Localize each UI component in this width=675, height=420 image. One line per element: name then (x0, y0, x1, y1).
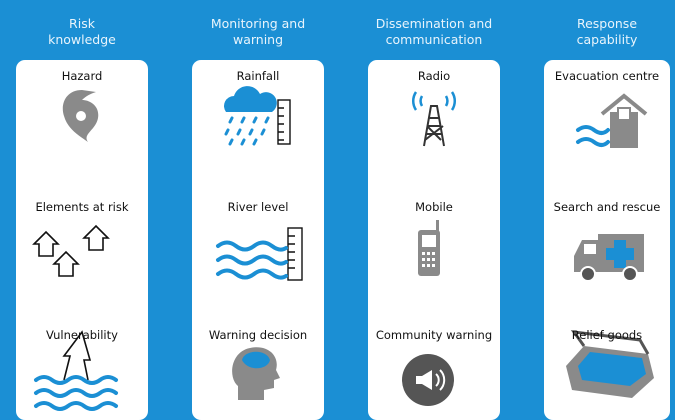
column-header: Response capability (532, 16, 675, 48)
community-warning-icon (402, 354, 454, 406)
header-line: knowledge (48, 32, 116, 47)
card: Radio Mobile Community warning (368, 60, 500, 420)
icons (566, 93, 654, 398)
header-line: Risk (69, 16, 95, 31)
item-label: Rainfall (236, 69, 280, 83)
head-icon (232, 347, 280, 400)
item-label: Vulnerability (46, 328, 118, 342)
item-label: Search and rescue (553, 200, 661, 214)
header-line: communication (385, 32, 483, 47)
item-label: Warning decision (208, 328, 308, 342)
item-label: Evacuation centre (554, 69, 660, 83)
column-header: Dissemination and communication (359, 16, 509, 48)
houses-icon (32, 224, 110, 277)
mobile-icon (418, 220, 440, 276)
radio-icon (411, 91, 457, 147)
item-label: Elements at risk (35, 200, 129, 214)
column-header: Risk knowledge (7, 16, 157, 48)
header-line: Response (576, 16, 638, 31)
relief-goods-icon (566, 330, 654, 398)
card: Evacuation centre Search and rescue Reli… (544, 60, 670, 420)
evacuation-centre-icon (576, 93, 648, 148)
vulnerability-icon (34, 330, 118, 411)
icons (402, 91, 457, 406)
header-line: warning (232, 32, 284, 47)
item-label: Hazard (61, 69, 103, 83)
item-label: Community warning (375, 328, 493, 342)
item-label: River level (227, 200, 289, 214)
icons (216, 86, 303, 400)
header-line: Monitoring and (210, 16, 306, 31)
card: Hazard Elements at risk Vulnerability (16, 60, 148, 420)
rainfall-icon (224, 86, 291, 146)
icons (32, 90, 118, 411)
item-label: Relief goods (571, 328, 643, 342)
card: Rainfall River level Warning decision (192, 60, 324, 420)
item-label: Mobile (415, 200, 453, 214)
header-line: capability (576, 32, 638, 47)
header-line: Dissemination and (375, 16, 493, 31)
river-level-icon (216, 227, 303, 281)
ambulance-icon (574, 234, 644, 282)
hurricane-icon (62, 90, 99, 142)
column-header: Monitoring and warning (183, 16, 333, 48)
item-label: Radio (417, 69, 451, 83)
